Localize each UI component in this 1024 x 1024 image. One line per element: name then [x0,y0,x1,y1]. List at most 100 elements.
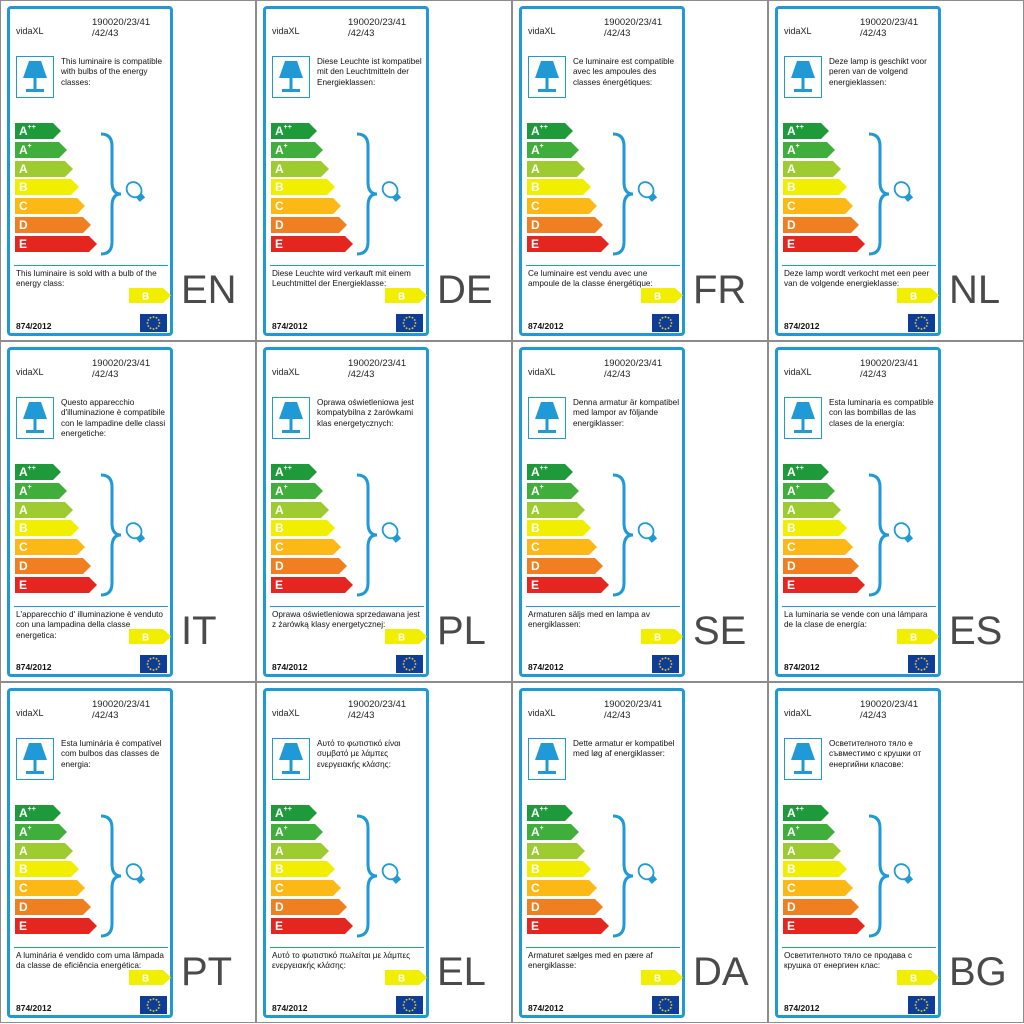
label-cell-el: vidaXL 190020/23/41 /42/43 Αυτό το φωτιστι… [256,682,512,1023]
label-cell-da: vidaXL 190020/23/41 /42/43 Dette armatur e… [512,682,768,1023]
energy-class-arrow-a: A [271,501,341,518]
energy-class-arrow-app: A++ [527,464,597,480]
energy-class-shape [783,198,853,215]
sold-class-badge: B [641,629,683,644]
energy-class-shape [527,520,591,537]
energy-class-label: A [787,502,796,517]
regulation-number: 874/2012 [528,1003,564,1013]
energy-class-shape [783,123,829,139]
energy-class-label: A+ [275,142,288,157]
bulb-icon [635,520,661,546]
brand-name: vidaXL [272,26,300,36]
energy-class-label: A+ [531,142,544,157]
energy-label-card: vidaXL 190020/23/41 /42/43 Αυτό το φωτιστι… [263,688,429,1018]
energy-class-shape [783,235,865,252]
energy-class-label: D [275,217,284,232]
energy-class-shape [527,160,585,177]
energy-class-arrow-e: E [783,235,865,252]
energy-class-arrow-c: C [527,539,597,556]
energy-class-shape [271,823,323,840]
energy-class-arrow-app: A++ [15,123,85,139]
energy-class-shape [271,917,353,934]
energy-class-shape [271,842,329,859]
product-code: 190020/23/41 /42/43 [860,17,919,39]
energy-class-shape [783,823,835,840]
sold-class-label: B [398,974,405,985]
label-cell-de: vidaXL 190020/23/41 /42/43 Diese Leuchte i… [256,0,512,341]
energy-class-label: C [787,881,796,896]
energy-class-label: E [19,236,28,251]
language-code: ES [949,609,1003,653]
eu-flag-icon [908,996,935,1014]
energy-class-label: A++ [531,124,548,138]
eu-flag-icon [140,996,167,1014]
sold-with-text: Armaturen säljs med en lampa av energikl… [528,610,650,630]
sold-class-label: B [910,292,917,303]
energy-class-shape [271,141,323,158]
eu-flag-icon [140,314,167,332]
energy-class-shape [783,141,835,158]
energy-class-label: A+ [19,142,32,157]
energy-scale: A++ A+ A B C D E [527,123,609,255]
energy-class-shape [527,576,609,593]
energy-class-shape [527,198,597,215]
energy-class-arrow-d: D [15,557,91,574]
bulb-icon [891,179,917,205]
energy-class-shape [15,842,73,859]
energy-class-label: B [19,521,28,536]
regulation-number: 874/2012 [272,662,308,672]
compatibility-text: Αυτό το φωτιστικό είναι συμβατό με λάμπε… [317,739,401,769]
eu-flag-icon [652,655,679,673]
energy-class-label: A+ [275,824,288,839]
energy-label-card: vidaXL 190020/23/41 /42/43 Dette armatur e… [519,688,685,1018]
lamp-icon [16,56,54,98]
energy-scale: A++ A+ A B C D E [271,123,353,255]
divider [14,606,168,607]
language-code: DA [693,950,749,994]
energy-class-arrow-app: A++ [271,464,341,480]
divider [782,606,936,607]
energy-class-arrow-e: E [15,235,97,252]
lamp-icon [528,397,566,439]
energy-class-label: A++ [787,806,804,820]
energy-class-arrow-d: D [783,557,859,574]
energy-class-arrow-a: A [783,160,853,177]
energy-class-shape [527,917,609,934]
energy-class-label: C [787,540,796,555]
eu-flag-icon [140,655,167,673]
compatibility-text: Осветителното тяло е съвместимо с крушки… [829,739,922,769]
energy-class-arrow-b: B [15,179,85,196]
energy-class-shape [15,861,79,878]
energy-label-card: vidaXL 190020/23/41 /42/43 Oprawa oświetle… [263,347,429,677]
energy-class-shape [271,216,347,233]
energy-class-label: B [275,180,284,195]
energy-class-label: C [531,199,540,214]
product-code: 190020/23/41 /42/43 [860,699,919,721]
energy-class-shape [783,539,853,556]
energy-class-label: A [531,161,540,176]
energy-scale: A++ A+ A B C D E [271,464,353,596]
energy-label-card: vidaXL 190020/23/41 /42/43 Esta luminaria … [775,347,941,677]
sold-class-badge: B [897,970,939,985]
eu-flag-icon [908,314,935,332]
brand-name: vidaXL [528,26,556,36]
energy-class-shape [271,198,341,215]
energy-class-arrow-a: A [783,842,853,859]
energy-class-arrow-a: A [271,160,341,177]
energy-scale: A++ A+ A B C D E [527,464,609,596]
energy-class-label: A [531,502,540,517]
energy-class-arrow-e: E [271,917,353,934]
energy-class-label: E [787,577,796,592]
energy-class-shape [783,501,841,518]
energy-class-arrow-c: C [15,880,85,897]
energy-class-arrow-d: D [271,557,347,574]
energy-class-arrow-b: B [783,520,853,537]
energy-class-arrow-app: A++ [15,805,85,821]
energy-class-label: B [19,862,28,877]
energy-class-arrow-ap: A+ [527,823,597,840]
sold-class-label: B [142,633,149,644]
energy-class-arrow-e: E [527,917,609,934]
regulation-number: 874/2012 [784,662,820,672]
energy-scale: A++ A+ A B C D E [783,464,865,596]
sold-class-label: B [654,292,661,303]
